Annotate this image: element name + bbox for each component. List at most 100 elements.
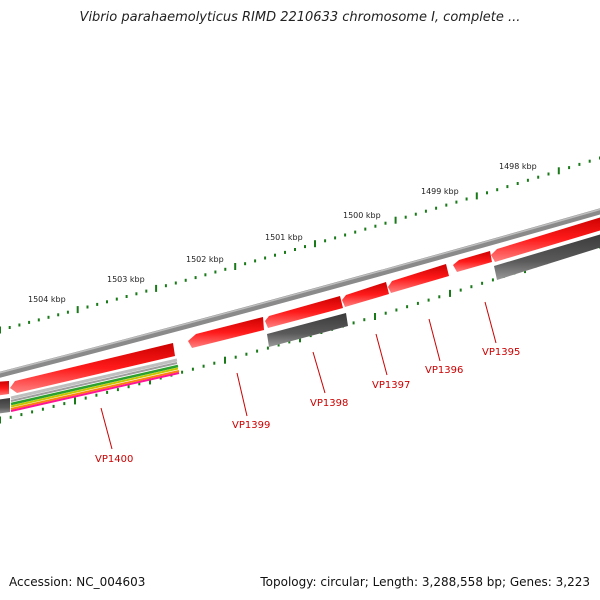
ruler-major-tick [314, 240, 316, 248]
ruler-major-tick [149, 377, 151, 385]
ruler-major-tick [449, 289, 451, 297]
ruler-minor-tick [31, 410, 34, 414]
ruler-minor-tick [47, 315, 50, 319]
ruler-minor-tick [277, 343, 280, 347]
ruler-minor-tick [266, 346, 269, 350]
gene-feature-forward[interactable] [342, 282, 389, 307]
ruler-minor-tick [135, 292, 138, 296]
ruler-minor-tick [481, 281, 484, 285]
ruler-minor-tick [486, 191, 488, 195]
ruler-minor-tick [354, 230, 357, 234]
ruler-minor-tick [18, 323, 21, 327]
accession-label: Accession: NC_004603 [9, 575, 146, 589]
outer-ruler [0, 156, 600, 334]
ruler-minor-tick [202, 364, 205, 368]
ruler-minor-tick [424, 209, 427, 213]
gene-label[interactable]: VP1397 [372, 380, 410, 391]
gene-label[interactable]: VP1400 [95, 454, 133, 465]
ruler-minor-tick [578, 162, 581, 166]
feature-stack [10, 358, 180, 412]
ruler-minor-tick [63, 402, 66, 406]
ruler-major-tick [74, 397, 76, 405]
ruler-minor-tick [364, 227, 367, 231]
ruler-minor-tick [374, 224, 377, 228]
ruler-minor-tick [516, 182, 519, 185]
ruler-minor-tick [184, 278, 187, 282]
gene-label-leaders [100, 301, 497, 450]
ruler-minor-tick [588, 159, 591, 163]
ruler-minor-tick [465, 197, 468, 201]
ruler-minor-tick [138, 382, 141, 386]
ruler-major-tick [76, 306, 79, 314]
ruler-minor-tick [37, 318, 40, 322]
tick-label: 1503 kbp [107, 275, 145, 284]
ruler-minor-tick [245, 352, 248, 356]
ruler-major-tick [374, 313, 376, 320]
ruler-tick-labels: 1498 kbp 1499 kbp 1500 kbp 1501 kbp 1502… [28, 162, 537, 304]
genome-backbone [0, 208, 600, 378]
ruler-minor-tick [86, 305, 89, 309]
ruler-minor-tick [214, 270, 217, 274]
ruler-minor-tick [395, 308, 398, 312]
ruler-minor-tick [416, 301, 419, 305]
tick-label: 1498 kbp [499, 162, 537, 171]
ruler-major-tick [299, 335, 301, 343]
ruler-major-tick [557, 167, 560, 175]
ruler-minor-tick [28, 320, 31, 324]
ruler-minor-tick [459, 288, 462, 292]
tick-label: 1501 kbp [265, 233, 303, 242]
ruler-minor-tick [264, 256, 267, 260]
gene-feature-forward[interactable] [10, 343, 175, 393]
tick-label: 1502 kbp [186, 255, 224, 264]
gene-feature-reverse[interactable] [494, 233, 600, 280]
ruler-minor-tick [174, 281, 177, 285]
gene-feature-forward[interactable] [0, 381, 9, 396]
ruler-minor-tick [491, 278, 494, 282]
ruler-minor-tick [274, 253, 276, 257]
ruler-minor-tick [256, 349, 259, 353]
ruler-minor-tick [181, 370, 184, 374]
ruler-minor-tick [470, 285, 473, 289]
ruler-minor-tick [568, 166, 571, 170]
ruler-minor-tick [106, 390, 109, 394]
ruler-minor-tick [438, 295, 441, 299]
ruler-major-tick [224, 356, 226, 364]
ruler-minor-tick [288, 340, 291, 344]
gene-label[interactable]: VP1395 [482, 347, 520, 358]
genome-backbone-highlight [0, 208, 600, 374]
gene-label[interactable]: VP1399 [232, 420, 270, 431]
gene-feature-reverse[interactable] [0, 398, 10, 414]
gene-label[interactable]: VP1398 [310, 398, 348, 409]
tick-label: 1500 kbp [343, 211, 381, 220]
ruler-minor-tick [414, 212, 417, 216]
gene-feature-forward[interactable] [188, 317, 264, 348]
gene-feature-forward[interactable] [453, 251, 492, 272]
genome-summary: Topology: circular; Length: 3,288,558 bp… [260, 575, 590, 589]
ruler-minor-tick [66, 310, 69, 314]
gene-feature-reverse[interactable] [267, 313, 348, 347]
ruler-minor-tick [194, 276, 197, 280]
gene-feature-forward[interactable] [491, 216, 600, 262]
gene-label[interactable]: VP1396 [425, 365, 463, 376]
ruler-major-tick [0, 416, 1, 424]
ruler-minor-tick [8, 326, 11, 329]
ruler-minor-tick [41, 407, 44, 411]
ruler-minor-tick [537, 175, 540, 179]
ruler-minor-tick [294, 248, 296, 251]
gene-feature-forward[interactable] [265, 296, 343, 328]
ruler-minor-tick [427, 298, 430, 302]
ruler-minor-tick [496, 188, 499, 192]
ruler-minor-tick [547, 172, 550, 176]
ruler-minor-tick [20, 413, 23, 417]
gene-feature-forward[interactable] [388, 264, 449, 293]
ruler-major-tick [394, 216, 397, 224]
ruler-minor-tick [115, 297, 118, 301]
ruler-minor-tick [324, 239, 327, 243]
ruler-minor-tick [191, 367, 194, 371]
ruler-minor-tick [384, 221, 387, 225]
ruler-minor-tick [9, 415, 12, 419]
ruler-minor-tick [404, 215, 407, 219]
ruler-minor-tick [352, 321, 355, 325]
ruler-minor-tick [363, 318, 366, 322]
